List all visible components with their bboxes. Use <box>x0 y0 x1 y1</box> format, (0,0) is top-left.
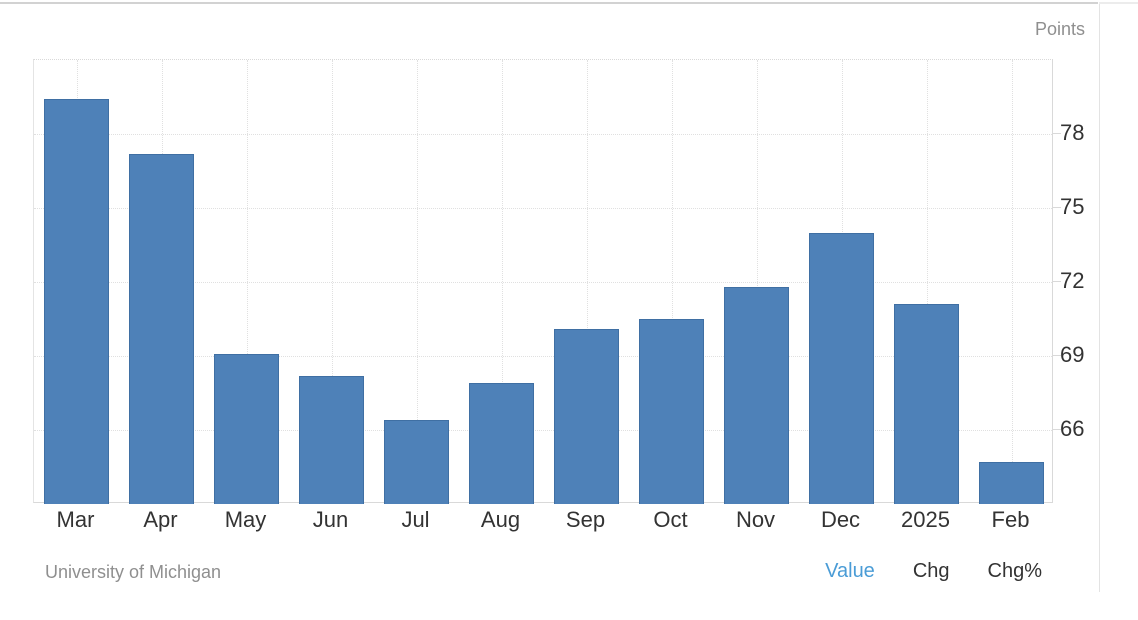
top-divider-light <box>1099 2 1138 4</box>
horizontal-gridline <box>34 208 1052 209</box>
vertical-gridline <box>926 60 928 502</box>
bar-dec[interactable] <box>809 232 874 504</box>
x-axis-label: May <box>224 507 267 532</box>
vertical-gridline <box>246 60 248 502</box>
bar-jul[interactable] <box>384 420 449 504</box>
vertical-gridline <box>416 60 418 502</box>
bar-nov[interactable] <box>724 286 789 504</box>
y-axis-label: 66 <box>1060 416 1085 441</box>
x-axis-label: Dec <box>820 507 861 532</box>
vertical-gridline <box>1011 60 1013 502</box>
horizontal-gridline <box>34 430 1052 431</box>
x-axis-label: Feb <box>991 507 1030 532</box>
right-divider <box>1099 4 1100 592</box>
x-axis-label: Nov <box>735 507 776 532</box>
y-axis-tick <box>1053 281 1061 282</box>
bar-aug[interactable] <box>469 383 534 504</box>
x-axis-label: Jun <box>312 507 349 532</box>
bar-2025[interactable] <box>894 304 959 504</box>
y-axis-label: 75 <box>1060 194 1085 219</box>
horizontal-gridline <box>34 356 1052 357</box>
y-axis-tick <box>1053 133 1061 134</box>
x-axis-label: Oct <box>653 507 688 532</box>
x-axis-label: 2025 <box>901 507 950 532</box>
series-mode-toggle: Value Chg Chg% <box>825 560 1042 583</box>
y-axis-label: 78 <box>1060 120 1085 145</box>
vertical-gridline <box>331 60 333 502</box>
vertical-gridline <box>671 60 673 502</box>
bar-jun[interactable] <box>299 375 364 504</box>
vertical-gridline <box>501 60 503 502</box>
x-axis-label: Jul <box>401 507 430 532</box>
y-axis-title: Points <box>1034 19 1085 39</box>
vertical-gridline <box>586 60 588 502</box>
bar-oct[interactable] <box>639 319 704 504</box>
bar-sep[interactable] <box>554 328 619 504</box>
x-axis-label: Sep <box>565 507 606 532</box>
vertical-gridline <box>756 60 758 502</box>
bar-mar[interactable] <box>44 99 109 504</box>
bar-apr[interactable] <box>129 153 194 504</box>
horizontal-gridline <box>34 134 1052 135</box>
y-axis-tick <box>1053 429 1061 430</box>
source-label: University of Michigan <box>45 562 222 582</box>
y-axis-label: 72 <box>1060 268 1085 293</box>
bar-feb[interactable] <box>979 462 1044 504</box>
y-axis-label: 69 <box>1060 342 1085 367</box>
x-axis-label: Mar <box>56 507 95 532</box>
chart-plot-area <box>33 59 1053 504</box>
y-axis-tick <box>1053 355 1061 356</box>
toggle-value[interactable]: Value <box>825 560 875 582</box>
x-axis-label: Aug <box>480 507 521 532</box>
y-axis-tick <box>1053 207 1061 208</box>
toggle-chg[interactable]: Chg <box>912 560 950 582</box>
top-divider <box>0 2 1098 4</box>
x-axis-label: Apr <box>143 507 178 532</box>
toggle-chg-pct[interactable]: Chg% <box>987 560 1042 582</box>
bar-may[interactable] <box>214 353 279 504</box>
horizontal-gridline <box>34 282 1052 283</box>
